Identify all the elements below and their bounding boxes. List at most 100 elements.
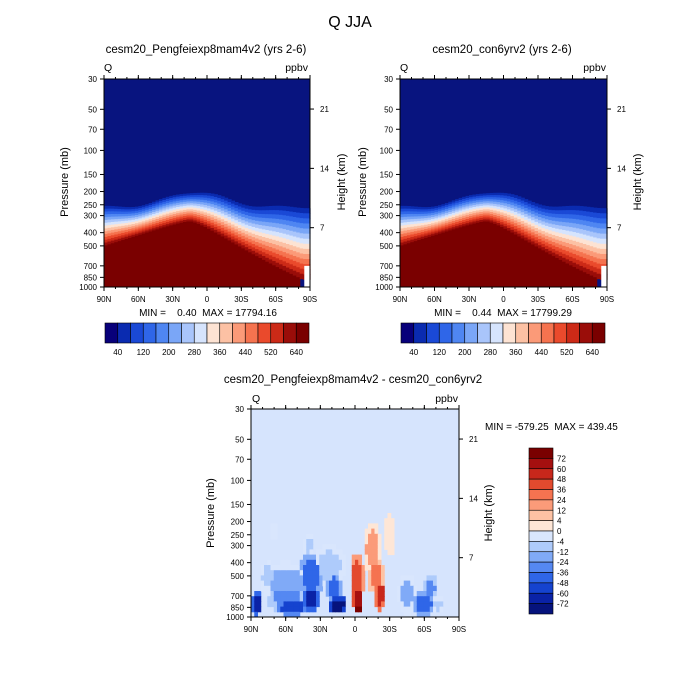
field-cell	[441, 210, 446, 213]
field-cell	[319, 559, 323, 566]
field-cell	[572, 245, 577, 250]
field-cell	[275, 245, 280, 250]
field-cell	[361, 565, 366, 571]
field-cell	[121, 213, 126, 217]
field-cell	[251, 213, 256, 218]
field-cell	[406, 221, 411, 226]
field-cell	[579, 261, 584, 267]
field-cell	[534, 224, 539, 229]
field-cell	[403, 238, 408, 242]
field-cell	[586, 259, 591, 265]
y-tick-label: 100	[380, 146, 394, 155]
field-cell	[169, 225, 174, 287]
x-tick-label: 90S	[452, 625, 466, 634]
field-cell	[338, 606, 343, 613]
field-cell	[114, 224, 119, 228]
field-cell	[268, 263, 273, 287]
field-cell	[520, 235, 525, 239]
field-cell	[374, 585, 379, 592]
field-cell	[593, 212, 598, 218]
field-cell	[319, 554, 323, 561]
field-cell	[524, 222, 529, 227]
field-cell	[309, 601, 314, 608]
field-cell	[182, 199, 187, 203]
field-cell	[255, 238, 260, 243]
field-cell	[117, 213, 122, 217]
field-cell	[268, 259, 273, 264]
field-cell	[482, 217, 487, 220]
field-cell	[296, 591, 301, 597]
field-cell	[417, 230, 422, 234]
field-cell	[510, 227, 515, 231]
field-cell	[285, 225, 290, 231]
field-cell	[513, 212, 518, 216]
colorbar-label: -60	[557, 589, 569, 598]
field-cell	[342, 606, 346, 613]
field-cell	[285, 211, 290, 217]
field-cell	[145, 206, 150, 209]
field-cell	[538, 220, 543, 224]
field-cell	[289, 269, 294, 275]
field-cell	[472, 215, 477, 218]
field-cell	[472, 204, 477, 208]
field-cell	[251, 247, 256, 252]
field-cell	[182, 207, 187, 211]
field-cell	[575, 219, 580, 225]
field-cell	[517, 210, 522, 214]
field-cell	[325, 580, 330, 587]
colorbar-label: -4	[557, 537, 565, 546]
field-cell	[231, 221, 236, 225]
colorbar-box	[540, 322, 555, 344]
field-cell	[152, 224, 157, 227]
field-cell	[361, 585, 366, 592]
field-cell	[258, 228, 263, 233]
field-cell	[458, 208, 463, 211]
field-cell	[316, 601, 320, 608]
field-cell	[273, 570, 278, 576]
field-cell	[472, 219, 477, 222]
field-cell	[182, 213, 187, 217]
field-cell	[589, 221, 594, 228]
field-cell	[283, 601, 288, 608]
field-cell	[277, 606, 281, 613]
field-cell	[299, 223, 304, 229]
colorbar-box	[232, 322, 246, 344]
field-cell	[148, 221, 153, 224]
field-cell	[273, 533, 278, 540]
field-cell	[500, 207, 505, 211]
field-cell	[110, 227, 115, 231]
field-cell	[138, 218, 143, 221]
field-cell	[406, 229, 411, 234]
field-cell	[296, 217, 301, 223]
field-cell	[155, 200, 160, 203]
field-cell	[172, 203, 177, 207]
field-cell	[377, 580, 382, 587]
field-cell	[513, 217, 518, 221]
field-cell	[593, 217, 598, 223]
field-cell	[303, 606, 307, 613]
field-cell	[434, 210, 439, 213]
y-axis-right-label: Height (km)	[483, 485, 495, 542]
y-right-tick-label: 14	[320, 164, 329, 173]
field-cell	[268, 226, 273, 232]
field-cell	[145, 208, 150, 211]
field-cell	[486, 203, 491, 206]
field-cell	[107, 241, 112, 245]
field-cell	[104, 222, 109, 227]
field-cell	[158, 217, 163, 221]
field-cell	[437, 225, 442, 228]
field-cell	[114, 216, 119, 220]
field-cell	[131, 236, 136, 287]
field-cell	[475, 210, 480, 213]
field-cell	[200, 204, 205, 208]
field-cell	[303, 233, 308, 240]
field-cell	[413, 209, 418, 212]
field-cell	[267, 580, 271, 587]
field-cell	[403, 585, 408, 592]
field-cell	[531, 238, 536, 242]
field-cell	[351, 554, 356, 561]
field-cell	[429, 580, 434, 587]
field-cell	[482, 219, 487, 222]
field-cell	[548, 209, 553, 214]
field-cell	[458, 223, 463, 226]
